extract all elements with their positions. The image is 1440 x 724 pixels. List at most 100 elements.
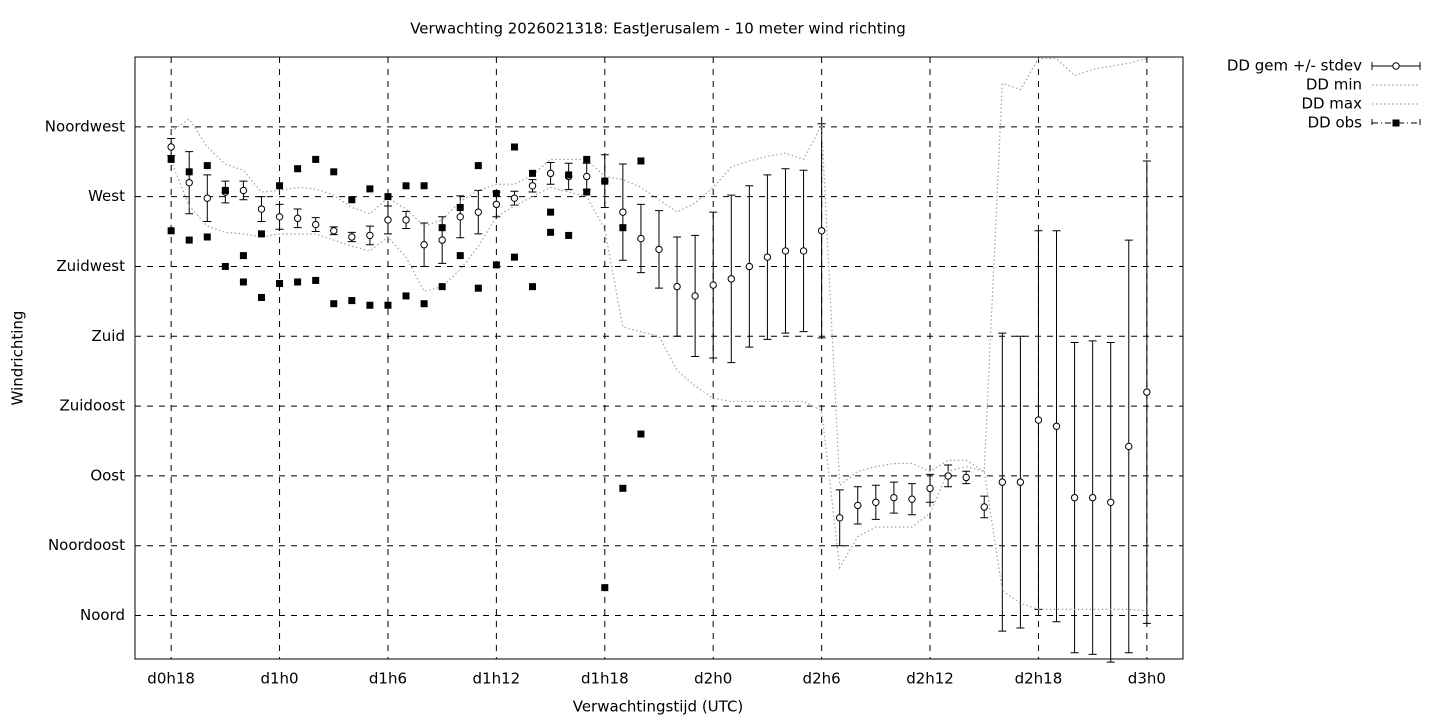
y-tick-label: Zuid (92, 327, 125, 345)
mean-point (980, 503, 988, 511)
mean-point (528, 182, 537, 190)
legend-label: DD max (1301, 95, 1362, 113)
x-tick-label: d0h18 (147, 670, 195, 688)
x-axis-label: Verwachtingstijd (UTC) (573, 698, 744, 716)
obs-point (384, 193, 392, 201)
legend-label: DD min (1306, 76, 1362, 94)
mean-point (1125, 442, 1133, 451)
obs-point (492, 190, 500, 198)
y-tick-label: Noordoost (48, 536, 125, 554)
y-tick-label: Noord (80, 606, 125, 624)
mean-point (348, 233, 356, 241)
mean-point (311, 220, 320, 229)
mean-point (420, 241, 428, 249)
range-line (170, 57, 1148, 487)
mean-point (854, 501, 862, 510)
x-tick-label: d1h18 (581, 670, 629, 688)
obs-point (510, 253, 518, 261)
obs-point (637, 430, 645, 438)
y-tick-label: Noordwest (45, 117, 125, 135)
obs-point (348, 297, 356, 305)
mean-point (384, 216, 392, 224)
mean-point (510, 194, 519, 202)
mean-point (691, 292, 699, 300)
mean-point (1088, 493, 1097, 502)
mean-point (366, 231, 374, 240)
mean-point (799, 247, 808, 255)
mean-point (709, 281, 717, 289)
mean-point (438, 236, 446, 244)
mean-point (167, 143, 175, 151)
obs-point (330, 168, 338, 176)
obs-point (384, 301, 392, 309)
obs-point (601, 584, 609, 592)
obs-point (601, 177, 609, 185)
obs-point (294, 165, 302, 173)
obs-point (257, 230, 265, 238)
obs-point (619, 224, 627, 232)
x-tick-label: d1h0 (260, 670, 298, 688)
obs-point (637, 157, 645, 165)
obs-point (420, 182, 428, 190)
mean-point (908, 495, 916, 503)
obs-point (438, 283, 446, 291)
mean-point (637, 234, 645, 243)
mean-point (275, 213, 284, 221)
x-tick-label: d3h0 (1128, 670, 1166, 688)
mean-point (474, 208, 483, 216)
x-tick-label: d2h12 (906, 670, 954, 688)
mean-point (835, 514, 844, 522)
mean-point (619, 208, 627, 216)
mean-point (239, 186, 248, 195)
obs-point (565, 231, 573, 239)
obs-point (583, 188, 591, 196)
obs-point (565, 171, 573, 179)
mean-point (872, 498, 880, 506)
mean-point (546, 169, 555, 178)
mean-point (330, 227, 338, 235)
mean-point (998, 478, 1007, 486)
range-line (170, 160, 1147, 612)
obs-point (402, 292, 410, 300)
mean-point (817, 227, 826, 235)
mean-point (257, 205, 266, 213)
x-tick-label: d1h6 (369, 670, 407, 688)
mean-point (1016, 478, 1025, 486)
mean-point (763, 253, 772, 261)
obs-point (203, 162, 211, 170)
mean-point (781, 247, 790, 255)
x-tick-label: d2h0 (694, 670, 732, 688)
obs-point (583, 155, 591, 163)
obs-point (312, 155, 320, 163)
obs-point (348, 196, 356, 204)
mean-point (1052, 422, 1061, 430)
obs-point (276, 280, 284, 288)
obs-point (492, 261, 500, 269)
obs-point (547, 208, 555, 216)
obs-point (167, 155, 175, 163)
obs-point (619, 484, 627, 492)
obs-point (366, 185, 374, 193)
mean-point (655, 245, 663, 254)
obs-point (239, 252, 247, 260)
legend-swatch (1371, 119, 1421, 127)
mean-point (402, 216, 410, 224)
obs-point (456, 204, 464, 211)
mean-point (456, 213, 464, 221)
x-tick-label: d2h18 (1015, 670, 1063, 688)
obs-point (547, 228, 555, 236)
obs-point (438, 224, 446, 232)
obs-point (330, 300, 338, 308)
x-tick-label: d1h12 (473, 670, 521, 688)
obs-point (203, 233, 211, 241)
obs-point (167, 227, 175, 235)
mean-point (890, 493, 898, 502)
mean-point (1107, 498, 1115, 506)
legend-swatch (1392, 62, 1400, 70)
mean-point (583, 172, 591, 181)
legend-swatch (1392, 119, 1400, 127)
y-tick-label: West (88, 187, 125, 205)
